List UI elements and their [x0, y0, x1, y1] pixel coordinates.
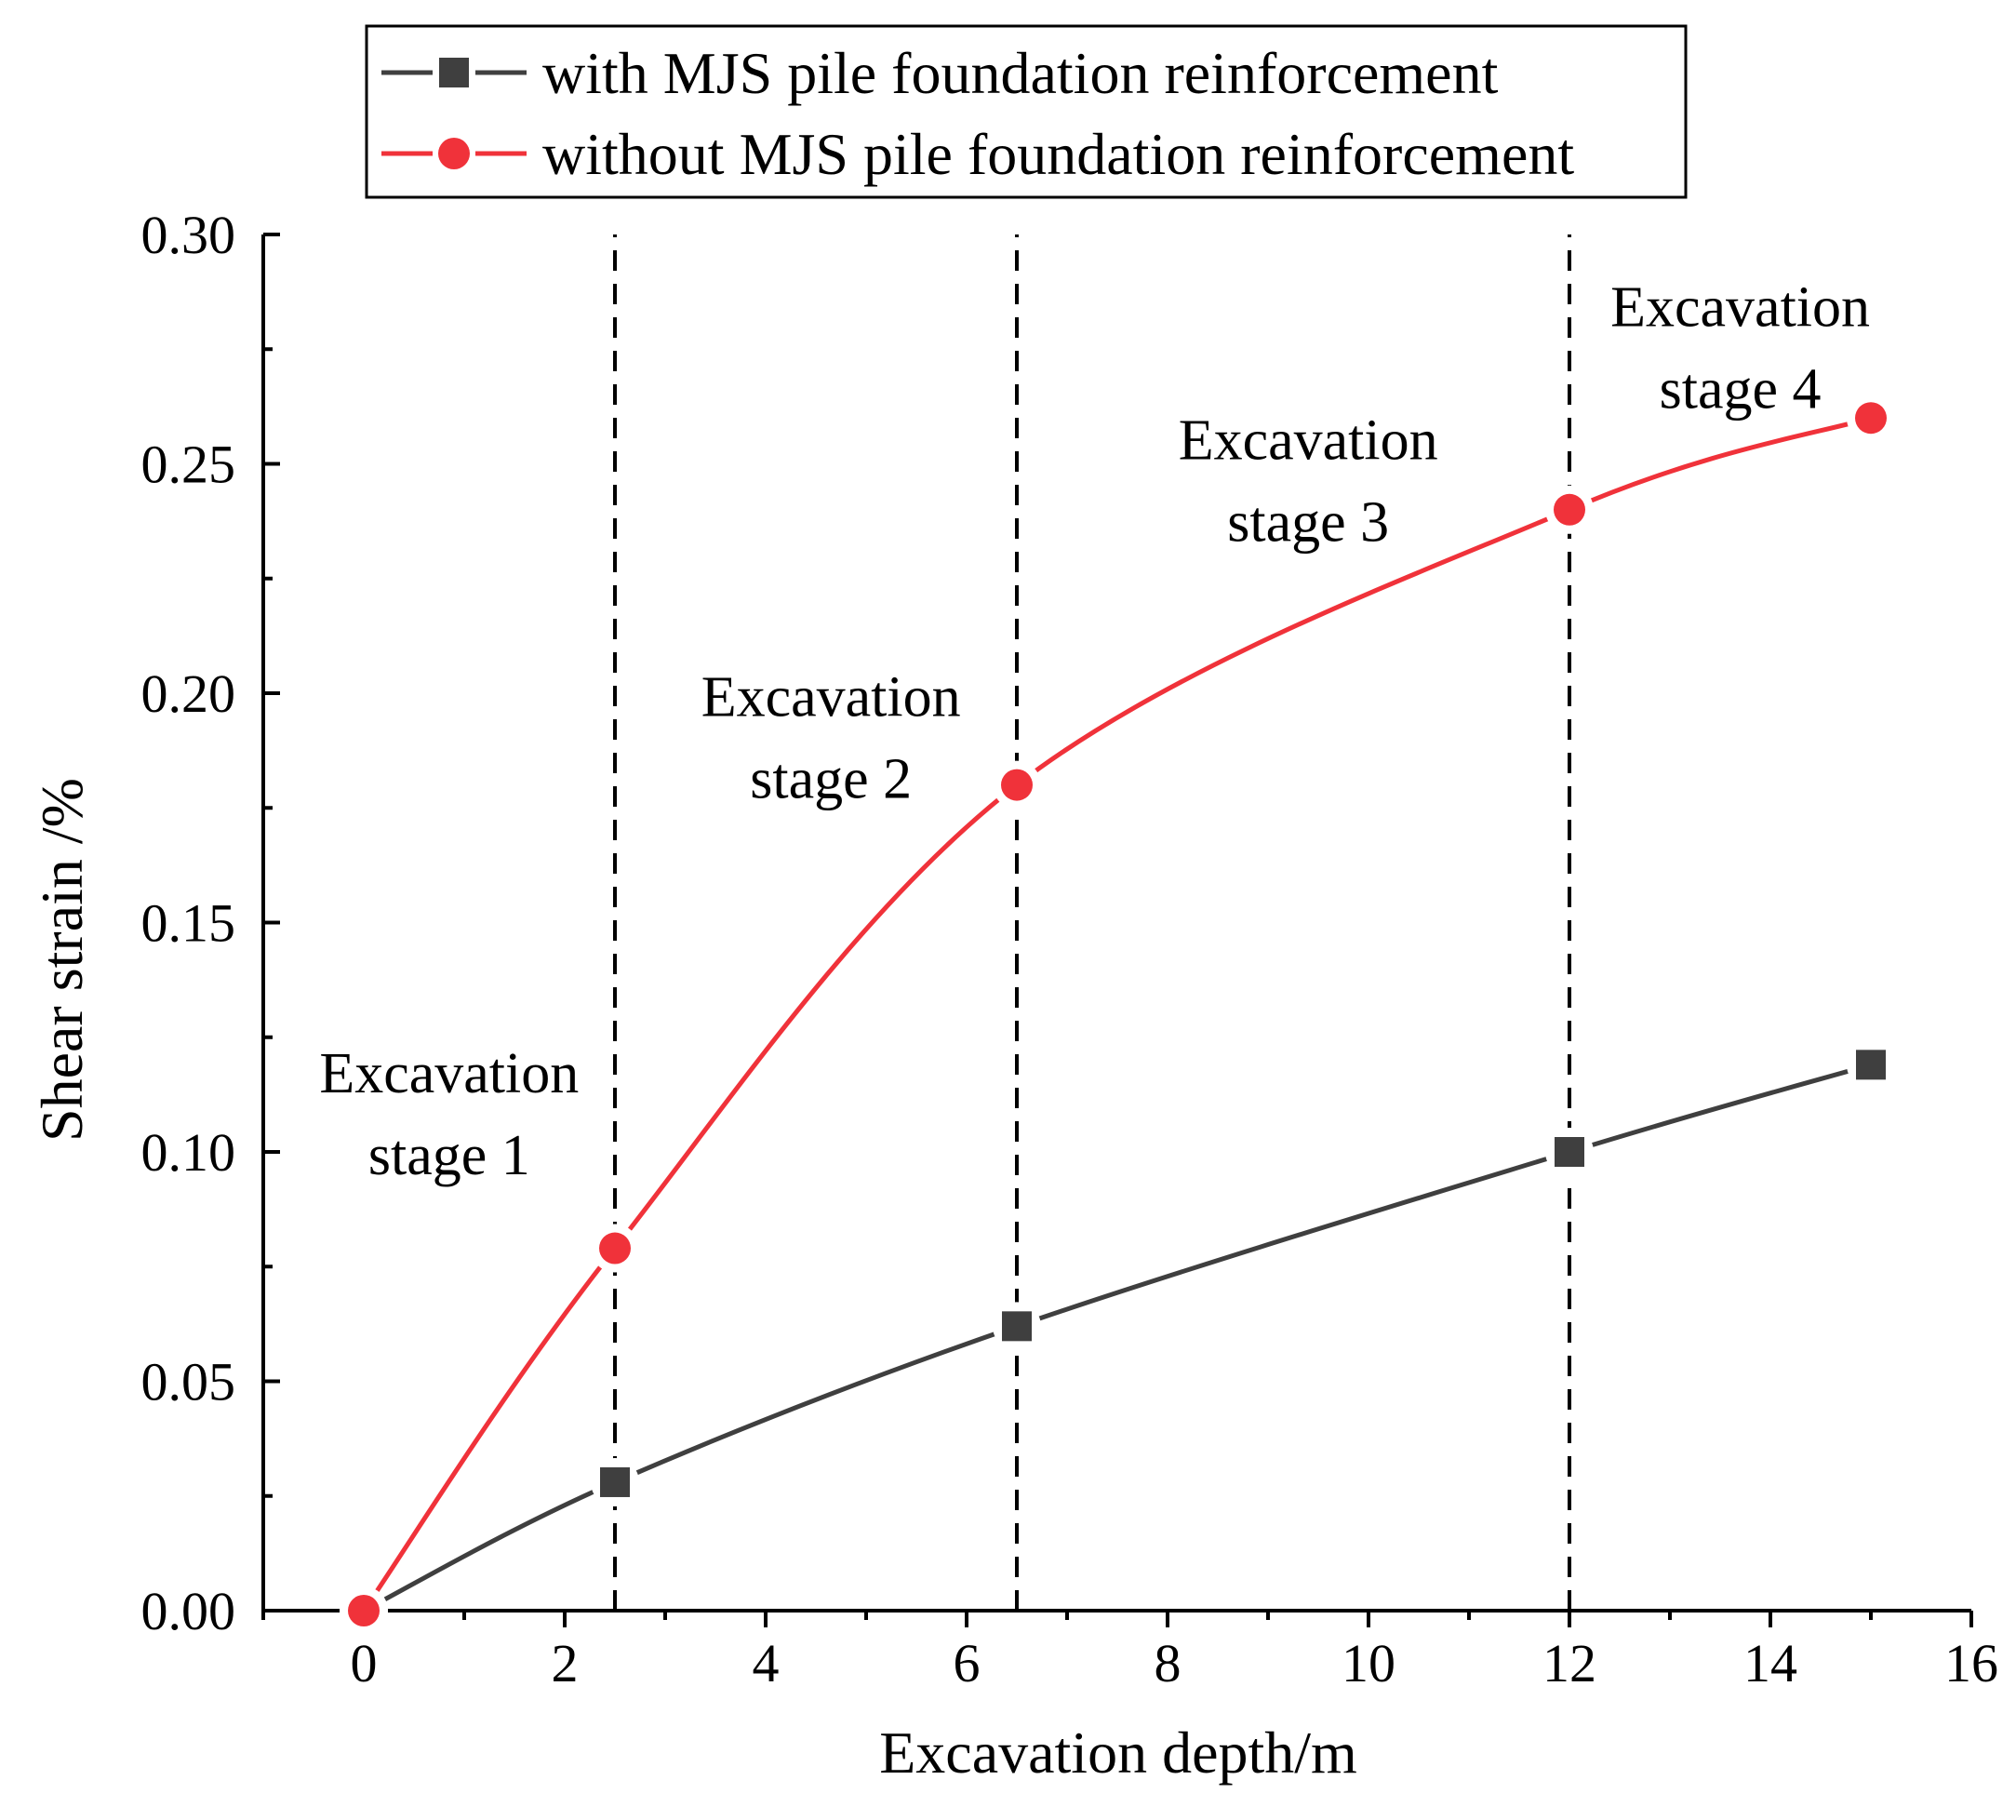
stage-label: Excavation stage 4 [1610, 276, 1870, 422]
series-line [362, 1062, 1872, 1613]
data-point [348, 1595, 380, 1626]
stage-label: Excavation stage 2 [701, 666, 961, 811]
legend-box [365, 24, 1688, 199]
x-tick-label: 0 [351, 1633, 378, 1693]
stage-label-line: Excavation [319, 1042, 579, 1105]
data-point [1001, 769, 1033, 801]
series-2 [340, 394, 1895, 1635]
stage-label-line: Excavation [701, 666, 961, 729]
y-tick-label: 0.15 [141, 893, 236, 954]
data-point [1002, 1311, 1032, 1342]
y-tick-label: 0.10 [141, 1122, 236, 1183]
stage-label-line: stage 2 [750, 748, 912, 811]
y-axis-title: Shear strain /% [29, 778, 95, 1142]
x-tick-label: 12 [1542, 1633, 1596, 1693]
stage-label-line: Excavation [1179, 409, 1438, 473]
y-tick-label: 0.30 [141, 205, 236, 265]
data-point [1855, 402, 1887, 435]
y-tick-label: 0.00 [141, 1581, 236, 1641]
data-point [1856, 1050, 1886, 1080]
stage-label-line: stage 3 [1227, 491, 1389, 555]
x-tick-label: 2 [552, 1633, 579, 1693]
x-tick-label: 6 [954, 1633, 981, 1693]
stage-label-line: stage 1 [368, 1124, 530, 1187]
stage-label: Excavation stage 1 [319, 1042, 579, 1187]
legend-label: with MJS pile foundation reinforcement [542, 40, 1499, 106]
y-tick-label: 0.25 [141, 435, 236, 495]
stage-label-line: Excavation [1610, 276, 1870, 340]
x-tick-label: 10 [1342, 1633, 1395, 1693]
x-tick-label: 8 [1155, 1633, 1182, 1693]
x-axis-title: Excavation depth/m [879, 1720, 1357, 1786]
data-point [1554, 493, 1585, 526]
data-series [340, 394, 1895, 1635]
data-point [1555, 1137, 1584, 1167]
x-tick-label: 4 [753, 1633, 780, 1693]
y-tick-label: 0.05 [141, 1352, 236, 1412]
y-tick-label: 0.20 [141, 663, 236, 724]
legend: with MJS pile foundation reinforcement wi… [365, 24, 1688, 199]
data-point [599, 1232, 631, 1265]
x-tick-label: 14 [1743, 1633, 1797, 1693]
stage-label-line: stage 4 [1660, 358, 1822, 422]
axes: 0 2 4 6 8 10 12 14 16 0.00 0.05 0.10 0.15 0.20 0.25 0.3… [29, 205, 1998, 1786]
legend-marker [438, 138, 470, 169]
legend-marker [439, 58, 469, 87]
stage-label: Excavation stage 3 [1179, 409, 1438, 555]
data-point [600, 1466, 630, 1497]
series-line [361, 415, 1872, 1613]
series-1 [340, 1040, 1895, 1635]
stage-boundary-lines [613, 234, 1571, 1611]
x-tick-label: 16 [1944, 1633, 1998, 1693]
legend-label: without MJS pile foundation reinforcemen… [542, 121, 1574, 187]
